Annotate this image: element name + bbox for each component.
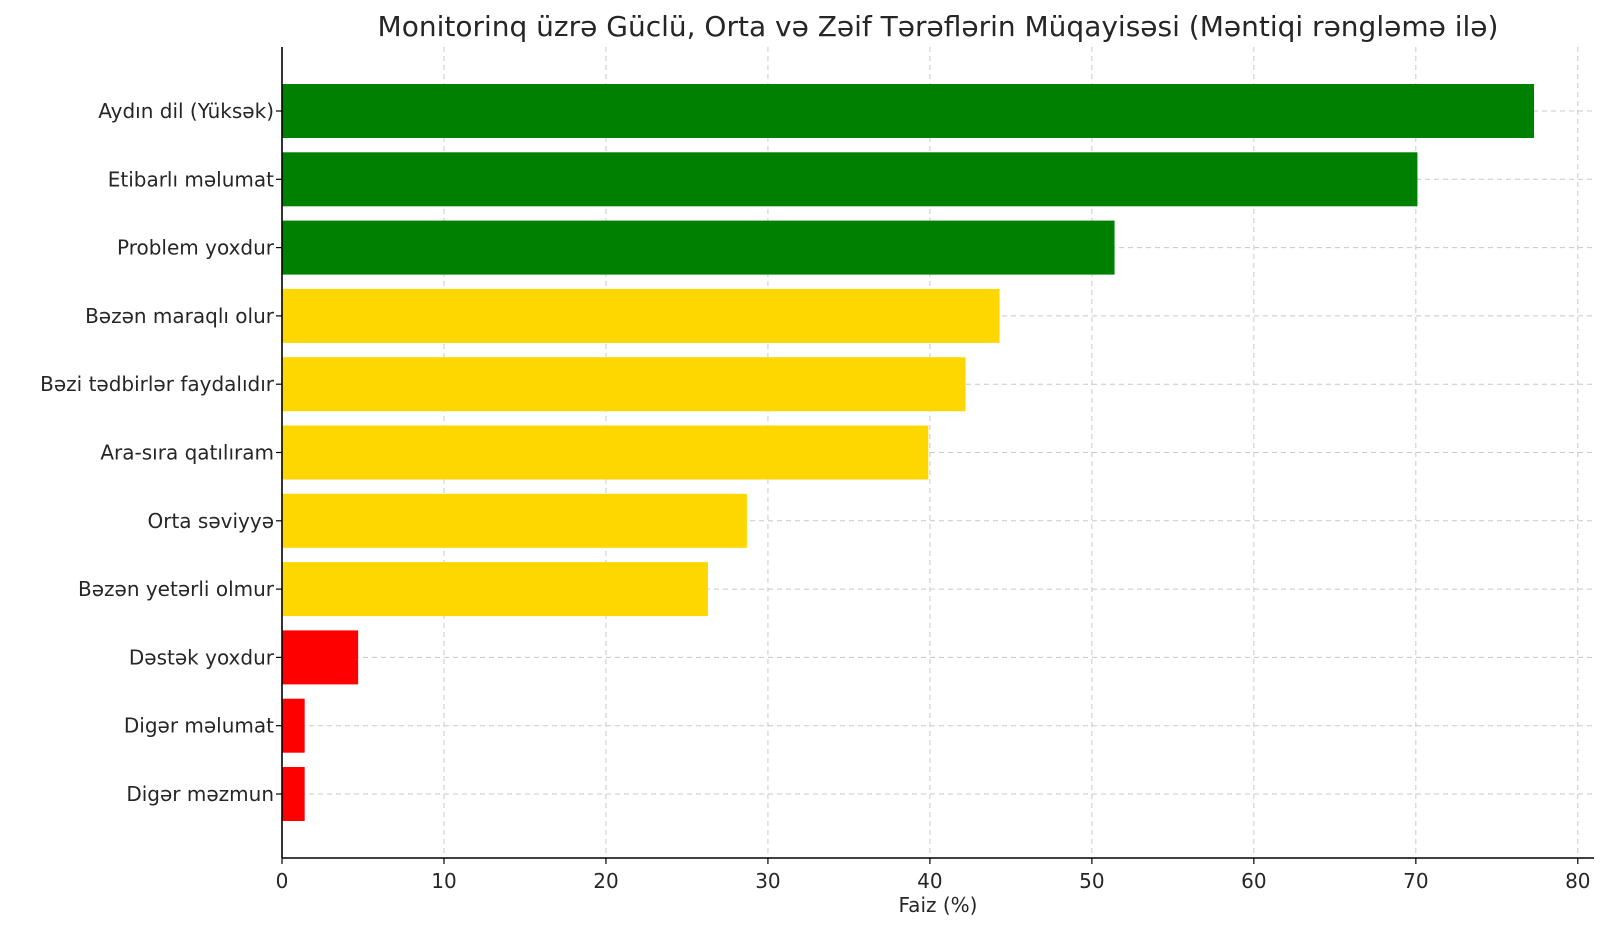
x-tick-label: 50 [1079, 869, 1104, 893]
x-tick-label: 40 [917, 869, 942, 893]
x-tick-label: 70 [1403, 869, 1428, 893]
bars [282, 84, 1535, 821]
bar-1 [282, 152, 1418, 207]
bar-5 [282, 425, 929, 480]
x-tick-labels: 0 10 20 30 40 50 60 70 80 [276, 858, 1591, 893]
y-tick-labels: Aydın dil (Yüksək) Etibarlı məlumat Proble… [40, 99, 282, 806]
bar-0 [282, 84, 1535, 138]
y-tick-label: Ara-sıra qatılıram [100, 441, 274, 465]
bar-2 [282, 220, 1115, 275]
y-tick-label: Digər məlumat [124, 714, 274, 738]
y-tick-label: Aydın dil (Yüksək) [98, 99, 274, 123]
x-tick-label: 10 [431, 869, 456, 893]
bar-8 [282, 630, 359, 685]
bar-6 [282, 493, 747, 548]
y-tick-label: Digər məzmun [126, 782, 274, 806]
x-tick-label: 30 [755, 869, 780, 893]
x-tick-label: 60 [1241, 869, 1266, 893]
y-tick-label: Orta səviyyə [147, 509, 274, 533]
bar-4 [282, 357, 966, 412]
x-tick-label: 0 [276, 869, 289, 893]
bar-3 [282, 288, 1000, 343]
x-axis-label: Faiz (%) [899, 893, 978, 917]
bar-7 [282, 562, 708, 617]
y-tick-label: Problem yoxdur [117, 236, 275, 260]
x-tick-label: 20 [593, 869, 618, 893]
y-tick-label: Bəzən yetərli olmur [78, 577, 275, 601]
bar-9 [282, 698, 305, 753]
chart-title: Monitorinq üzrə Güclü, Orta və Zəif Tərə… [378, 10, 1499, 43]
y-tick-label: Etibarlı məlumat [108, 167, 274, 191]
bar-10 [282, 767, 305, 821]
x-tick-label: 80 [1565, 869, 1590, 893]
y-tick-label: Bəzi tədbirlər faydalıdır [40, 372, 275, 396]
y-tick-label: Dəstək yoxdur [129, 645, 275, 669]
y-tick-label: Bəzən maraqlı olur [85, 304, 275, 328]
